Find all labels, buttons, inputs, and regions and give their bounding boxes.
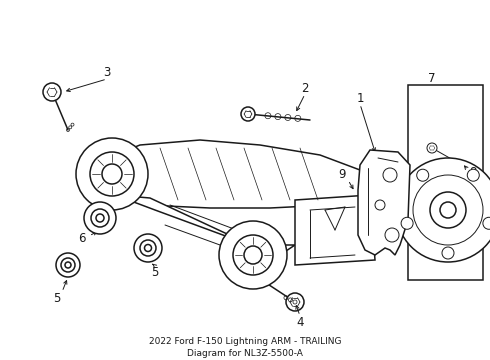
Circle shape bbox=[76, 138, 148, 210]
Text: 1: 1 bbox=[356, 91, 364, 104]
Text: 8: 8 bbox=[469, 166, 477, 179]
Circle shape bbox=[286, 293, 304, 311]
Text: 9: 9 bbox=[338, 167, 346, 180]
Circle shape bbox=[84, 202, 116, 234]
Text: 7: 7 bbox=[428, 72, 436, 85]
Circle shape bbox=[43, 83, 61, 101]
Circle shape bbox=[427, 143, 437, 153]
Circle shape bbox=[401, 217, 413, 229]
Circle shape bbox=[96, 214, 104, 222]
Circle shape bbox=[430, 192, 466, 228]
Circle shape bbox=[353, 187, 363, 197]
Text: 5: 5 bbox=[151, 266, 159, 279]
Circle shape bbox=[233, 235, 273, 275]
Text: 3: 3 bbox=[103, 67, 111, 80]
Circle shape bbox=[385, 228, 399, 242]
Text: 2: 2 bbox=[301, 81, 309, 94]
Text: 6: 6 bbox=[78, 231, 86, 244]
Text: Diagram for NL3Z-5500-A: Diagram for NL3Z-5500-A bbox=[187, 350, 303, 359]
Circle shape bbox=[61, 258, 75, 272]
Circle shape bbox=[91, 209, 109, 227]
Circle shape bbox=[219, 221, 287, 289]
Text: 4: 4 bbox=[296, 315, 304, 328]
Circle shape bbox=[396, 158, 490, 262]
Circle shape bbox=[467, 169, 479, 181]
Polygon shape bbox=[115, 195, 295, 255]
Text: 5: 5 bbox=[53, 292, 61, 305]
Text: 2022 Ford F-150 Lightning ARM - TRAILING: 2022 Ford F-150 Lightning ARM - TRAILING bbox=[149, 338, 341, 346]
Circle shape bbox=[102, 164, 122, 184]
Polygon shape bbox=[295, 195, 375, 265]
Bar bbox=[408, 85, 483, 280]
Circle shape bbox=[483, 217, 490, 229]
Polygon shape bbox=[115, 140, 390, 215]
Circle shape bbox=[416, 169, 429, 181]
Circle shape bbox=[241, 107, 255, 121]
Circle shape bbox=[413, 175, 483, 245]
Polygon shape bbox=[358, 150, 410, 255]
Circle shape bbox=[383, 168, 397, 182]
Circle shape bbox=[65, 262, 71, 268]
Circle shape bbox=[244, 246, 262, 264]
Circle shape bbox=[440, 202, 456, 218]
Circle shape bbox=[134, 234, 162, 262]
Circle shape bbox=[375, 200, 385, 210]
Circle shape bbox=[90, 152, 134, 196]
Circle shape bbox=[442, 247, 454, 259]
Circle shape bbox=[56, 253, 80, 277]
Circle shape bbox=[140, 240, 156, 256]
Circle shape bbox=[145, 244, 151, 252]
